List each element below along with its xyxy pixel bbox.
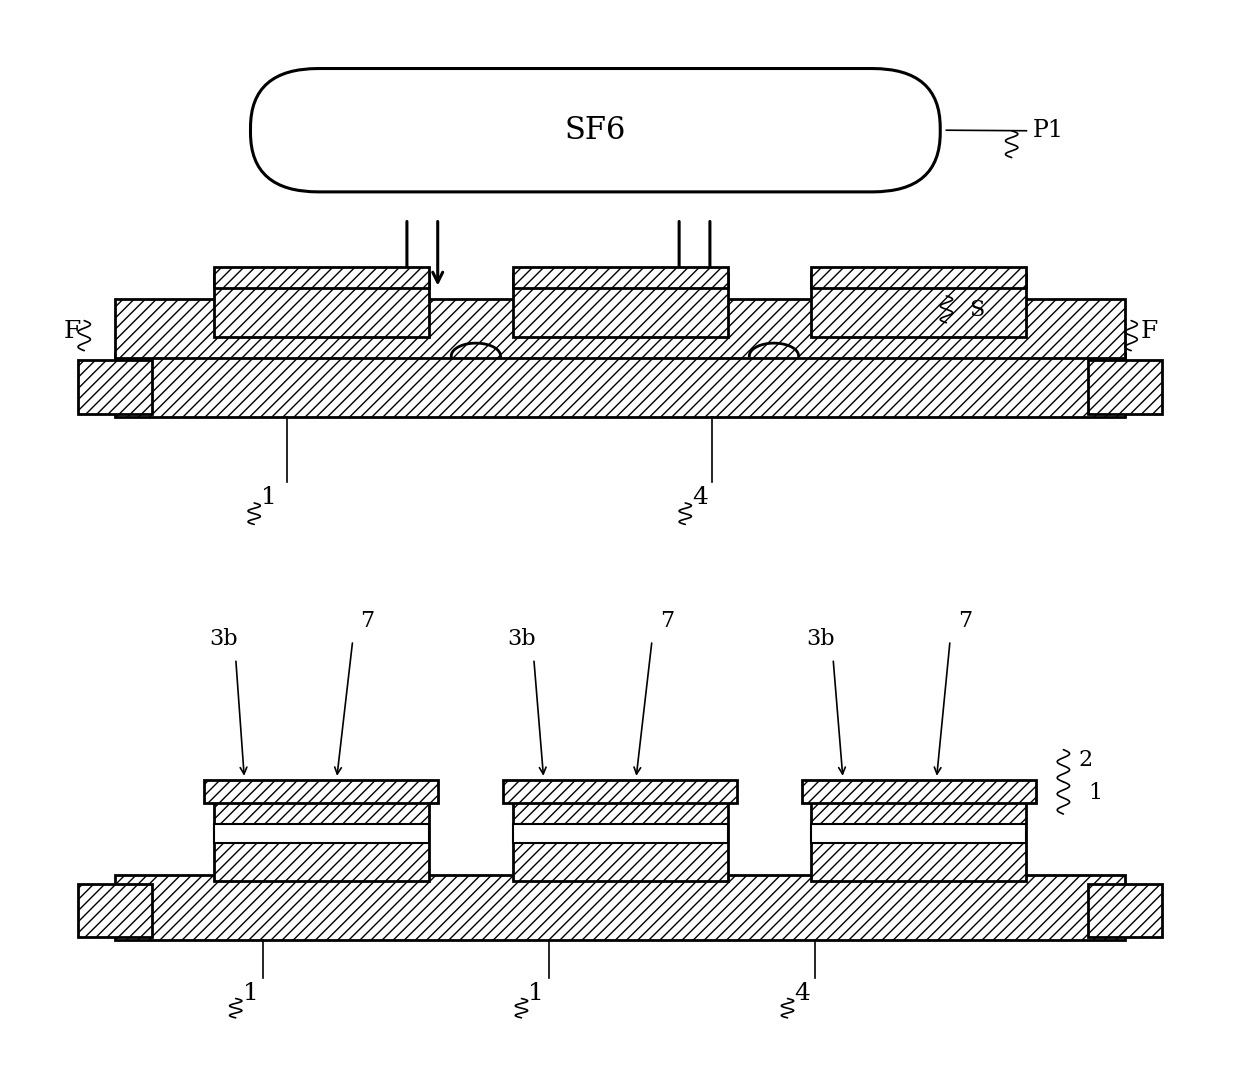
Bar bbox=[811, 275, 1027, 336]
Bar bbox=[78, 360, 153, 414]
Bar bbox=[115, 299, 1125, 358]
Text: 1: 1 bbox=[1087, 782, 1102, 803]
Text: SF6: SF6 bbox=[564, 115, 626, 146]
Text: 1: 1 bbox=[243, 982, 258, 1004]
Bar bbox=[802, 779, 1037, 803]
Text: 3b: 3b bbox=[507, 628, 536, 650]
Bar bbox=[1087, 884, 1162, 937]
Text: 7: 7 bbox=[957, 610, 972, 632]
Bar bbox=[811, 267, 1027, 289]
Bar bbox=[213, 800, 429, 881]
Text: 1: 1 bbox=[528, 982, 544, 1004]
Text: 3b: 3b bbox=[210, 628, 238, 650]
Text: 7: 7 bbox=[361, 610, 374, 632]
Bar bbox=[115, 876, 1125, 939]
Bar bbox=[115, 352, 1125, 417]
Text: 4: 4 bbox=[692, 486, 708, 509]
Bar bbox=[513, 275, 728, 336]
Bar bbox=[513, 824, 728, 843]
Text: 7: 7 bbox=[660, 610, 673, 632]
Bar bbox=[1087, 360, 1162, 414]
Text: 4: 4 bbox=[795, 982, 810, 1004]
Text: F: F bbox=[1141, 320, 1158, 343]
Bar bbox=[513, 800, 728, 881]
Text: 3b: 3b bbox=[806, 628, 835, 650]
Text: 1: 1 bbox=[262, 486, 277, 509]
Bar bbox=[213, 267, 429, 289]
Bar bbox=[513, 267, 728, 289]
FancyBboxPatch shape bbox=[250, 68, 940, 192]
Bar bbox=[203, 779, 438, 803]
Bar bbox=[213, 275, 429, 336]
Bar bbox=[503, 779, 737, 803]
Bar bbox=[811, 800, 1027, 881]
Text: F: F bbox=[63, 320, 81, 343]
Text: P1: P1 bbox=[1033, 119, 1064, 143]
Bar bbox=[78, 884, 153, 937]
Text: S: S bbox=[970, 298, 985, 321]
Text: 2: 2 bbox=[1078, 749, 1092, 772]
Bar bbox=[213, 824, 429, 843]
Bar bbox=[811, 824, 1027, 843]
